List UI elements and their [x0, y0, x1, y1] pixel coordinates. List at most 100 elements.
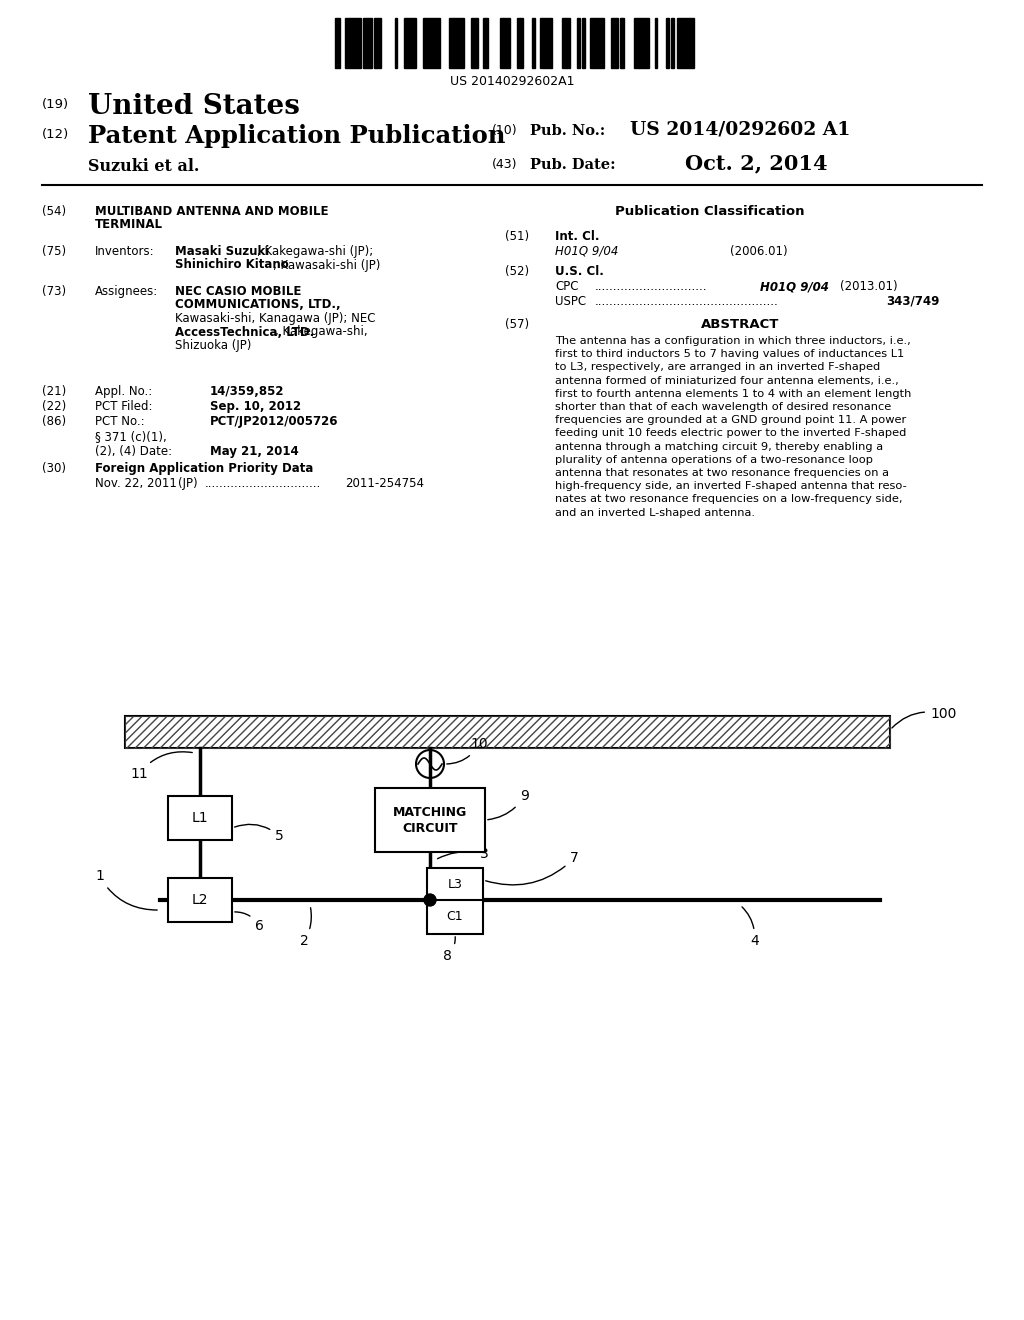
Text: 5: 5: [234, 824, 284, 843]
Bar: [370, 18, 372, 69]
Text: , Kawasaki-shi (JP): , Kawasaki-shi (JP): [273, 259, 380, 272]
Bar: [483, 18, 486, 69]
Bar: [622, 18, 624, 69]
Bar: [655, 18, 657, 69]
Text: 6: 6: [234, 912, 264, 933]
Text: § 371 (c)(1),: § 371 (c)(1),: [95, 430, 167, 444]
Text: Shinichiro Kitano: Shinichiro Kitano: [175, 259, 289, 272]
Text: (73): (73): [42, 285, 67, 298]
Text: (10): (10): [492, 124, 517, 137]
Text: NEC CASIO MOBILE: NEC CASIO MOBILE: [175, 285, 301, 298]
Bar: [406, 18, 409, 69]
Text: 3: 3: [437, 847, 488, 861]
Bar: [517, 18, 520, 69]
Text: Assignees:: Assignees:: [95, 285, 159, 298]
Bar: [454, 18, 459, 69]
Bar: [427, 869, 483, 902]
Text: U.S. Cl.: U.S. Cl.: [555, 265, 604, 279]
Bar: [125, 715, 890, 748]
Text: high-frequency side, an inverted F-shaped antenna that reso-: high-frequency side, an inverted F-shape…: [555, 482, 906, 491]
Text: (2), (4) Date:: (2), (4) Date:: [95, 445, 172, 458]
Bar: [168, 796, 232, 840]
Text: PCT Filed:: PCT Filed:: [95, 400, 153, 413]
Text: (21): (21): [42, 385, 67, 399]
Text: (43): (43): [492, 158, 517, 172]
Text: , Kakegawa-shi (JP);: , Kakegawa-shi (JP);: [257, 246, 374, 257]
Bar: [520, 18, 523, 69]
Text: 2: 2: [300, 908, 311, 948]
Text: (30): (30): [42, 462, 66, 475]
Bar: [540, 18, 545, 69]
Bar: [567, 18, 570, 69]
Bar: [595, 18, 597, 69]
Bar: [611, 18, 616, 69]
Bar: [562, 18, 565, 69]
Bar: [597, 18, 604, 69]
Bar: [125, 715, 890, 748]
Bar: [345, 18, 350, 69]
Bar: [375, 788, 485, 851]
Bar: [423, 18, 430, 69]
Text: (75): (75): [42, 246, 67, 257]
Bar: [409, 18, 416, 69]
Bar: [671, 18, 674, 69]
Text: first to fourth antenna elements 1 to 4 with an element length: first to fourth antenna elements 1 to 4 …: [555, 389, 911, 399]
Text: 11: 11: [130, 752, 193, 781]
Text: H01Q 9/04: H01Q 9/04: [555, 246, 618, 257]
Text: first to third inductors 5 to 7 having values of inductances L1: first to third inductors 5 to 7 having v…: [555, 350, 904, 359]
Text: Appl. No.:: Appl. No.:: [95, 385, 153, 399]
Text: Masaki Suzuki: Masaki Suzuki: [175, 246, 269, 257]
Text: to L3, respectively, are arranged in an inverted F-shaped: to L3, respectively, are arranged in an …: [555, 363, 881, 372]
Bar: [355, 18, 358, 69]
Text: Sep. 10, 2012: Sep. 10, 2012: [210, 400, 301, 413]
Text: ...............................: ...............................: [205, 477, 322, 490]
Text: L2: L2: [191, 894, 208, 907]
Text: (2006.01): (2006.01): [730, 246, 787, 257]
Bar: [471, 18, 478, 69]
Text: 7: 7: [485, 851, 579, 884]
Bar: [459, 18, 464, 69]
Text: .................................................: ........................................…: [595, 294, 778, 308]
Bar: [644, 18, 649, 69]
Circle shape: [424, 894, 436, 906]
Bar: [404, 18, 406, 69]
Bar: [435, 18, 440, 69]
Text: H01Q 9/04: H01Q 9/04: [760, 280, 828, 293]
Bar: [682, 18, 689, 69]
Text: PCT No.:: PCT No.:: [95, 414, 144, 428]
Bar: [689, 18, 694, 69]
Bar: [350, 18, 355, 69]
Bar: [503, 18, 510, 69]
Text: antenna that resonates at two resonance frequencies on a: antenna that resonates at two resonance …: [555, 469, 889, 478]
Text: Int. Cl.: Int. Cl.: [555, 230, 599, 243]
Text: frequencies are grounded at a GND ground point 11. A power: frequencies are grounded at a GND ground…: [555, 416, 906, 425]
Bar: [634, 18, 639, 69]
Text: MATCHING: MATCHING: [393, 805, 467, 818]
Text: 9: 9: [487, 789, 528, 820]
Text: feeding unit 10 feeds electric power to the inverted F-shaped: feeding unit 10 feeds electric power to …: [555, 429, 906, 438]
Bar: [430, 18, 435, 69]
Text: 10: 10: [446, 737, 487, 764]
Bar: [532, 18, 535, 69]
Text: Nov. 22, 2011: Nov. 22, 2011: [95, 477, 177, 490]
Text: 4: 4: [742, 907, 759, 948]
Text: 2011-254754: 2011-254754: [345, 477, 424, 490]
Text: CPC: CPC: [555, 280, 579, 293]
Text: antenna formed of miniaturized four antenna elements, i.e.,: antenna formed of miniaturized four ante…: [555, 376, 899, 385]
Bar: [616, 18, 618, 69]
Text: TERMINAL: TERMINAL: [95, 219, 163, 231]
Text: (52): (52): [505, 265, 529, 279]
Text: Inventors:: Inventors:: [95, 246, 155, 257]
Bar: [486, 18, 488, 69]
Text: 100: 100: [892, 708, 956, 729]
Text: USPC: USPC: [555, 294, 586, 308]
Text: , Kakegawa-shi,: , Kakegawa-shi,: [275, 326, 368, 338]
Text: L1: L1: [191, 810, 208, 825]
Text: (2013.01): (2013.01): [840, 280, 898, 293]
Text: AccessTechnica, LTD.: AccessTechnica, LTD.: [175, 326, 314, 338]
Bar: [374, 18, 381, 69]
Text: The antenna has a configuration in which three inductors, i.e.,: The antenna has a configuration in which…: [555, 337, 910, 346]
Text: 14/359,852: 14/359,852: [210, 385, 285, 399]
Text: ABSTRACT: ABSTRACT: [700, 318, 779, 331]
Text: ..............................: ..............................: [595, 280, 708, 293]
